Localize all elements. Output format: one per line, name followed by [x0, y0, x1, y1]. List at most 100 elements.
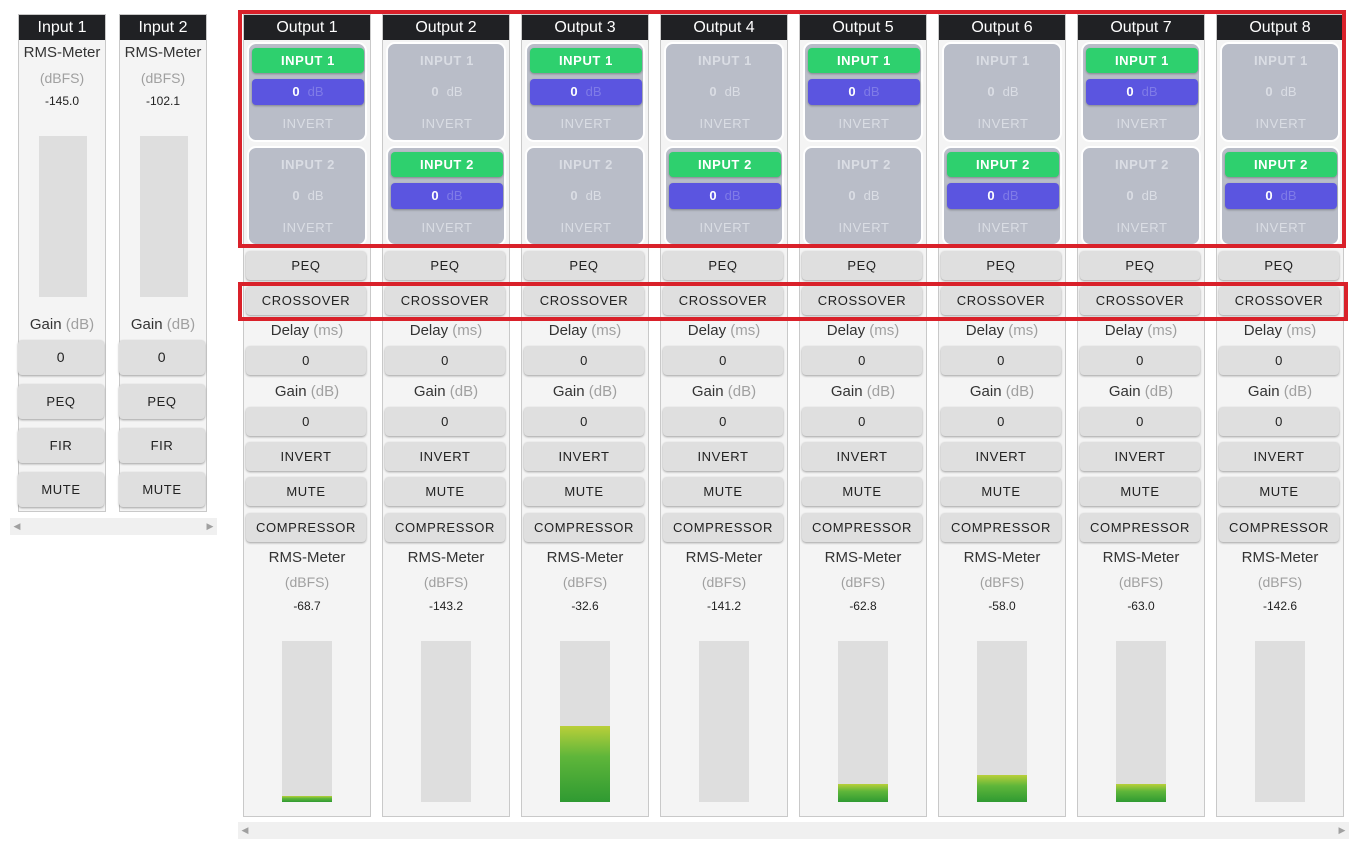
route-input-toggle[interactable]: INPUT 1 [530, 48, 642, 73]
route-input-toggle[interactable]: INPUT 2 [1114, 157, 1170, 172]
fir-button[interactable]: FIR [18, 428, 104, 463]
gain-value-button[interactable]: 0 [663, 407, 783, 436]
route-gain-field[interactable]: 0 dB [1225, 183, 1337, 209]
invert-button[interactable]: INVERT [941, 442, 1061, 471]
route-invert-toggle[interactable]: INVERT [838, 220, 890, 235]
mute-button[interactable]: MUTE [246, 477, 366, 506]
mute-button[interactable]: MUTE [524, 477, 644, 506]
route-invert-toggle[interactable]: INVERT [282, 220, 334, 235]
route-input-toggle[interactable]: INPUT 1 [808, 48, 920, 73]
crossover-button[interactable]: CROSSOVER [802, 286, 922, 315]
route-gain-field[interactable]: 0 dB [669, 79, 781, 105]
route-invert-toggle[interactable]: INVERT [282, 116, 334, 131]
peq-button[interactable]: PEQ [663, 251, 783, 280]
gain-value-button[interactable]: 0 [941, 407, 1061, 436]
crossover-button[interactable]: CROSSOVER [524, 286, 644, 315]
route-input-toggle[interactable]: INPUT 1 [419, 53, 475, 68]
route-invert-toggle[interactable]: INVERT [977, 220, 1029, 235]
peq-button[interactable]: PEQ [802, 251, 922, 280]
crossover-button[interactable]: CROSSOVER [1219, 286, 1339, 315]
mute-button[interactable]: MUTE [663, 477, 783, 506]
peq-button[interactable]: PEQ [246, 251, 366, 280]
gain-value-button[interactable]: 0 [119, 340, 205, 375]
route-gain-field[interactable]: 0 dB [808, 183, 920, 209]
route-invert-toggle[interactable]: INVERT [699, 116, 751, 131]
invert-button[interactable]: INVERT [246, 442, 366, 471]
route-gain-field[interactable]: 0 dB [947, 79, 1059, 105]
gain-value-button[interactable]: 0 [1080, 407, 1200, 436]
route-input-toggle[interactable]: INPUT 2 [1225, 152, 1337, 177]
invert-button[interactable]: INVERT [524, 442, 644, 471]
route-invert-toggle[interactable]: INVERT [421, 116, 473, 131]
route-invert-toggle[interactable]: INVERT [699, 220, 751, 235]
mute-button[interactable]: MUTE [941, 477, 1061, 506]
scroll-right-icon[interactable]: ▶ [206, 521, 214, 531]
invert-button[interactable]: INVERT [1080, 442, 1200, 471]
gain-value-button[interactable]: 0 [802, 407, 922, 436]
mute-button[interactable]: MUTE [802, 477, 922, 506]
peq-button[interactable]: PEQ [1219, 251, 1339, 280]
route-invert-toggle[interactable]: INVERT [977, 116, 1029, 131]
route-gain-field[interactable]: 0 dB [391, 79, 503, 105]
gain-value-button[interactable]: 0 [385, 407, 505, 436]
gain-value-button[interactable]: 0 [246, 407, 366, 436]
crossover-button[interactable]: CROSSOVER [941, 286, 1061, 315]
crossover-button[interactable]: CROSSOVER [663, 286, 783, 315]
route-gain-field[interactable]: 0 dB [1086, 183, 1198, 209]
delay-value-button[interactable]: 0 [663, 346, 783, 375]
compressor-button[interactable]: COMPRESSOR [663, 513, 783, 542]
invert-button[interactable]: INVERT [385, 442, 505, 471]
route-input-toggle[interactable]: INPUT 2 [669, 152, 781, 177]
route-gain-field[interactable]: 0 dB [252, 79, 364, 105]
compressor-button[interactable]: COMPRESSOR [941, 513, 1061, 542]
route-input-toggle[interactable]: INPUT 1 [252, 48, 364, 73]
peq-button[interactable]: PEQ [18, 384, 104, 419]
gain-value-button[interactable]: 0 [1219, 407, 1339, 436]
invert-button[interactable]: INVERT [663, 442, 783, 471]
route-input-toggle[interactable]: INPUT 1 [975, 53, 1031, 68]
delay-value-button[interactable]: 0 [802, 346, 922, 375]
delay-value-button[interactable]: 0 [1080, 346, 1200, 375]
compressor-button[interactable]: COMPRESSOR [1219, 513, 1339, 542]
scroll-right-icon[interactable]: ▶ [1338, 825, 1346, 835]
route-gain-field[interactable]: 0 dB [947, 183, 1059, 209]
route-gain-field[interactable]: 0 dB [530, 79, 642, 105]
route-invert-toggle[interactable]: INVERT [560, 220, 612, 235]
route-input-toggle[interactable]: INPUT 1 [1086, 48, 1198, 73]
route-input-toggle[interactable]: INPUT 2 [947, 152, 1059, 177]
compressor-button[interactable]: COMPRESSOR [802, 513, 922, 542]
crossover-button[interactable]: CROSSOVER [246, 286, 366, 315]
invert-button[interactable]: INVERT [802, 442, 922, 471]
gain-value-button[interactable]: 0 [18, 340, 104, 375]
route-input-toggle[interactable]: INPUT 2 [558, 157, 614, 172]
scroll-left-icon[interactable]: ◀ [13, 521, 21, 531]
route-input-toggle[interactable]: INPUT 2 [280, 157, 336, 172]
crossover-button[interactable]: CROSSOVER [385, 286, 505, 315]
route-invert-toggle[interactable]: INVERT [560, 116, 612, 131]
peq-button[interactable]: PEQ [941, 251, 1061, 280]
delay-value-button[interactable]: 0 [941, 346, 1061, 375]
compressor-button[interactable]: COMPRESSOR [246, 513, 366, 542]
output-scrollbar[interactable]: ◀ ▶ [238, 822, 1349, 839]
mute-button[interactable]: MUTE [119, 472, 205, 507]
peq-button[interactable]: PEQ [1080, 251, 1200, 280]
route-input-toggle[interactable]: INPUT 2 [836, 157, 892, 172]
route-gain-field[interactable]: 0 dB [391, 183, 503, 209]
mute-button[interactable]: MUTE [1080, 477, 1200, 506]
route-input-toggle[interactable]: INPUT 2 [391, 152, 503, 177]
input-scrollbar[interactable]: ◀ ▶ [10, 518, 217, 535]
route-invert-toggle[interactable]: INVERT [421, 220, 473, 235]
route-invert-toggle[interactable]: INVERT [1116, 116, 1168, 131]
invert-button[interactable]: INVERT [1219, 442, 1339, 471]
delay-value-button[interactable]: 0 [385, 346, 505, 375]
route-gain-field[interactable]: 0 dB [1086, 79, 1198, 105]
scroll-left-icon[interactable]: ◀ [241, 825, 249, 835]
peq-button[interactable]: PEQ [524, 251, 644, 280]
compressor-button[interactable]: COMPRESSOR [1080, 513, 1200, 542]
route-invert-toggle[interactable]: INVERT [1116, 220, 1168, 235]
mute-button[interactable]: MUTE [18, 472, 104, 507]
route-gain-field[interactable]: 0 dB [252, 183, 364, 209]
fir-button[interactable]: FIR [119, 428, 205, 463]
route-invert-toggle[interactable]: INVERT [1255, 220, 1307, 235]
delay-value-button[interactable]: 0 [524, 346, 644, 375]
